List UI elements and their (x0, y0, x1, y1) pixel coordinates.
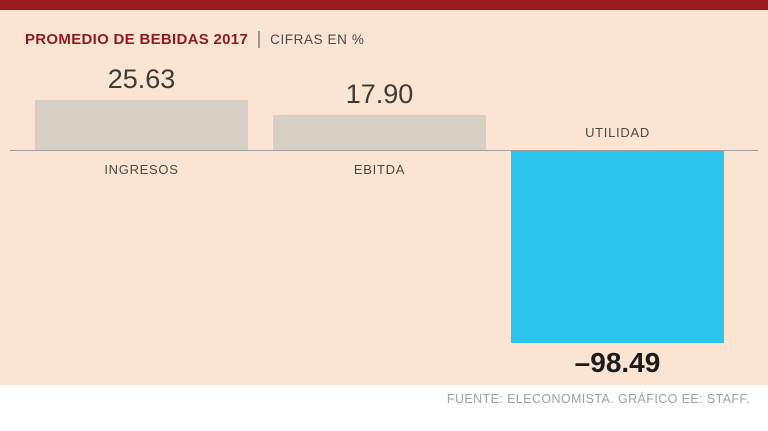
bar-group-utilidad: UTILIDAD –98.49 (511, 0, 724, 431)
value-label-ingresos: 25.63 (107, 64, 176, 95)
top-accent-bar (0, 0, 768, 10)
header: PROMEDIO DE BEBIDAS 2017 CIFRAS EN % (25, 31, 364, 48)
axis-line (10, 150, 758, 151)
bar-utilidad (511, 151, 724, 343)
chart-title: PROMEDIO DE BEBIDAS 2017 (25, 31, 249, 48)
bar-group-ingresos: 25.63 INGRESOS (35, 0, 248, 431)
bar-ebitda (273, 115, 486, 150)
title-separator (258, 31, 261, 48)
source-text: FUENTE: ELECONOMISTA. GRÁFICO EE: STAFF. (446, 392, 750, 406)
bar-group-ebitda: 17.90 EBITDA (273, 0, 486, 431)
category-label-ingresos: INGRESOS (104, 162, 179, 177)
value-label-ebitda: 17.90 (345, 79, 414, 110)
value-label-utilidad: –98.49 (574, 347, 661, 378)
chart-subtitle: CIFRAS EN % (270, 32, 365, 47)
category-label-ebitda: EBITDA (353, 162, 406, 177)
bar-ingresos (35, 100, 248, 150)
category-label-utilidad: UTILIDAD (585, 125, 650, 140)
footer: FUENTE: ELECONOMISTA. GRÁFICO EE: STAFF. (0, 385, 768, 431)
